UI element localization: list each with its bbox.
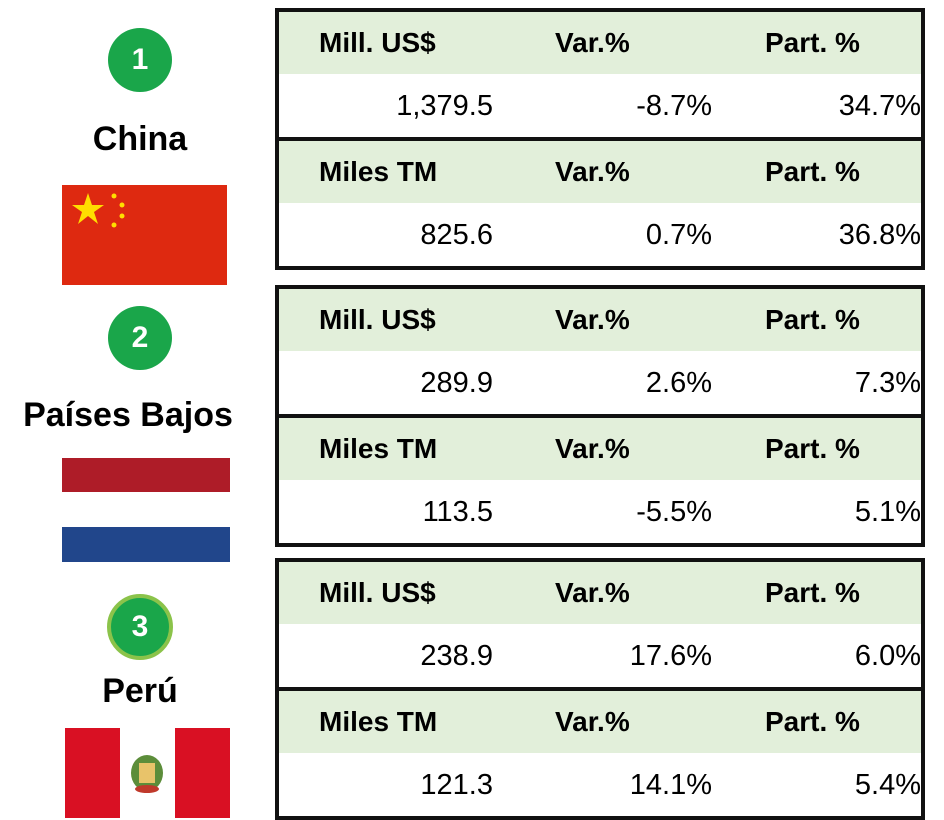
value-cell: 2.6% — [645, 367, 712, 399]
value-cell: 1,379.5 — [396, 90, 493, 122]
header-cell: Miles TM — [319, 706, 438, 737]
header-row: Mill. US$ Var.% Part. % — [279, 12, 921, 75]
value-cell: 289.9 — [420, 367, 493, 399]
value-cell: 7.3% — [854, 367, 921, 399]
header-row: Miles TM Var.% Part. % — [279, 141, 921, 204]
table-block: Mill. US$ Var.% Part. % 289.9 2.6% 7.3% Miles … — [275, 285, 925, 547]
table: Mill. US$ Var.% Part. % 289.9 2.6% 7.3% — [279, 289, 921, 418]
header-row: Miles TM Var.% Part. % — [279, 691, 921, 754]
table-block: Mill. US$ Var.% Part. % 238.9 17.6% 6.0% Miles… — [275, 558, 925, 820]
header-cell: Var.% — [555, 304, 630, 335]
header-cell: Var.% — [555, 27, 630, 58]
flag-china — [62, 185, 227, 285]
country-name: China — [92, 120, 188, 158]
header-cell: Var.% — [555, 156, 630, 187]
flag-netherlands — [62, 458, 230, 562]
value-row: 1,379.5 -8.7% 34.7% — [279, 75, 921, 137]
header-cell: Mill. US$ — [319, 27, 436, 58]
header-row: Mill. US$ Var.% Part. % — [279, 562, 921, 625]
country-name: Países Bajos — [23, 396, 233, 434]
value-cell: 5.1% — [854, 496, 921, 528]
value-cell: 6.0% — [854, 640, 921, 672]
value-cell: 0.7% — [645, 219, 712, 251]
value-cell: 5.4% — [854, 769, 921, 801]
rank-badge — [108, 306, 172, 370]
value-cell: 14.1% — [629, 769, 712, 801]
header-cell: Mill. US$ — [319, 304, 436, 335]
value-cell: 34.7% — [838, 90, 921, 122]
header-cell: Mill. US$ — [319, 577, 436, 608]
value-row: 289.9 2.6% 7.3% — [279, 352, 921, 414]
rank-badge — [107, 594, 173, 660]
table: Mill. US$ Var.% Part. % 238.9 17.6% 6.0% — [279, 562, 921, 691]
header-row: Mill. US$ Var.% Part. % — [279, 289, 921, 352]
table: Miles TM Var.% Part. % 825.6 0.7% 36.8% — [279, 141, 921, 266]
header-cell: Var.% — [555, 577, 630, 608]
value-cell: 121.3 — [420, 769, 493, 801]
header-cell: Part. % — [765, 27, 860, 58]
rank-badge — [108, 28, 172, 92]
header-cell: Part. % — [765, 304, 860, 335]
header-cell: Part. % — [765, 156, 860, 187]
value-row: 121.3 14.1% 5.4% — [279, 754, 921, 816]
header-cell: Miles TM — [319, 156, 438, 187]
header-cell: Part. % — [765, 433, 860, 464]
table: Miles TM Var.% Part. % 113.5 -5.5% 5.1% — [279, 418, 921, 543]
table: Miles TM Var.% Part. % 121.3 14.1% 5.4% — [279, 691, 921, 816]
value-cell: -8.7% — [636, 90, 712, 122]
header-cell: Var.% — [555, 433, 630, 464]
header-cell: Part. % — [765, 577, 860, 608]
rank-number: 1 — [131, 43, 149, 76]
value-cell: 17.6% — [629, 640, 712, 672]
value-row: 113.5 -5.5% 5.1% — [279, 481, 921, 543]
flag-peru — [65, 728, 230, 818]
value-row: 238.9 17.6% 6.0% — [279, 625, 921, 687]
value-cell: 238.9 — [420, 640, 493, 672]
value-row: 825.6 0.7% 36.8% — [279, 204, 921, 266]
rank-number: 2 — [131, 321, 149, 354]
value-cell: -5.5% — [636, 496, 712, 528]
country-name: Perú — [102, 672, 178, 710]
header-cell: Miles TM — [319, 433, 438, 464]
header-cell: Part. % — [765, 706, 860, 737]
table: Mill. US$ Var.% Part. % 1,379.5 -8.7% 34.7% — [279, 12, 921, 141]
header-cell: Var.% — [555, 706, 630, 737]
value-cell: 36.8% — [838, 219, 921, 251]
table-block: Mill. US$ Var.% Part. % 1,379.5 -8.7% 34.7% Mi… — [275, 8, 925, 270]
header-row: Miles TM Var.% Part. % — [279, 418, 921, 481]
value-cell: 825.6 — [420, 219, 493, 251]
value-cell: 113.5 — [422, 496, 493, 528]
rank-number: 3 — [131, 610, 149, 643]
